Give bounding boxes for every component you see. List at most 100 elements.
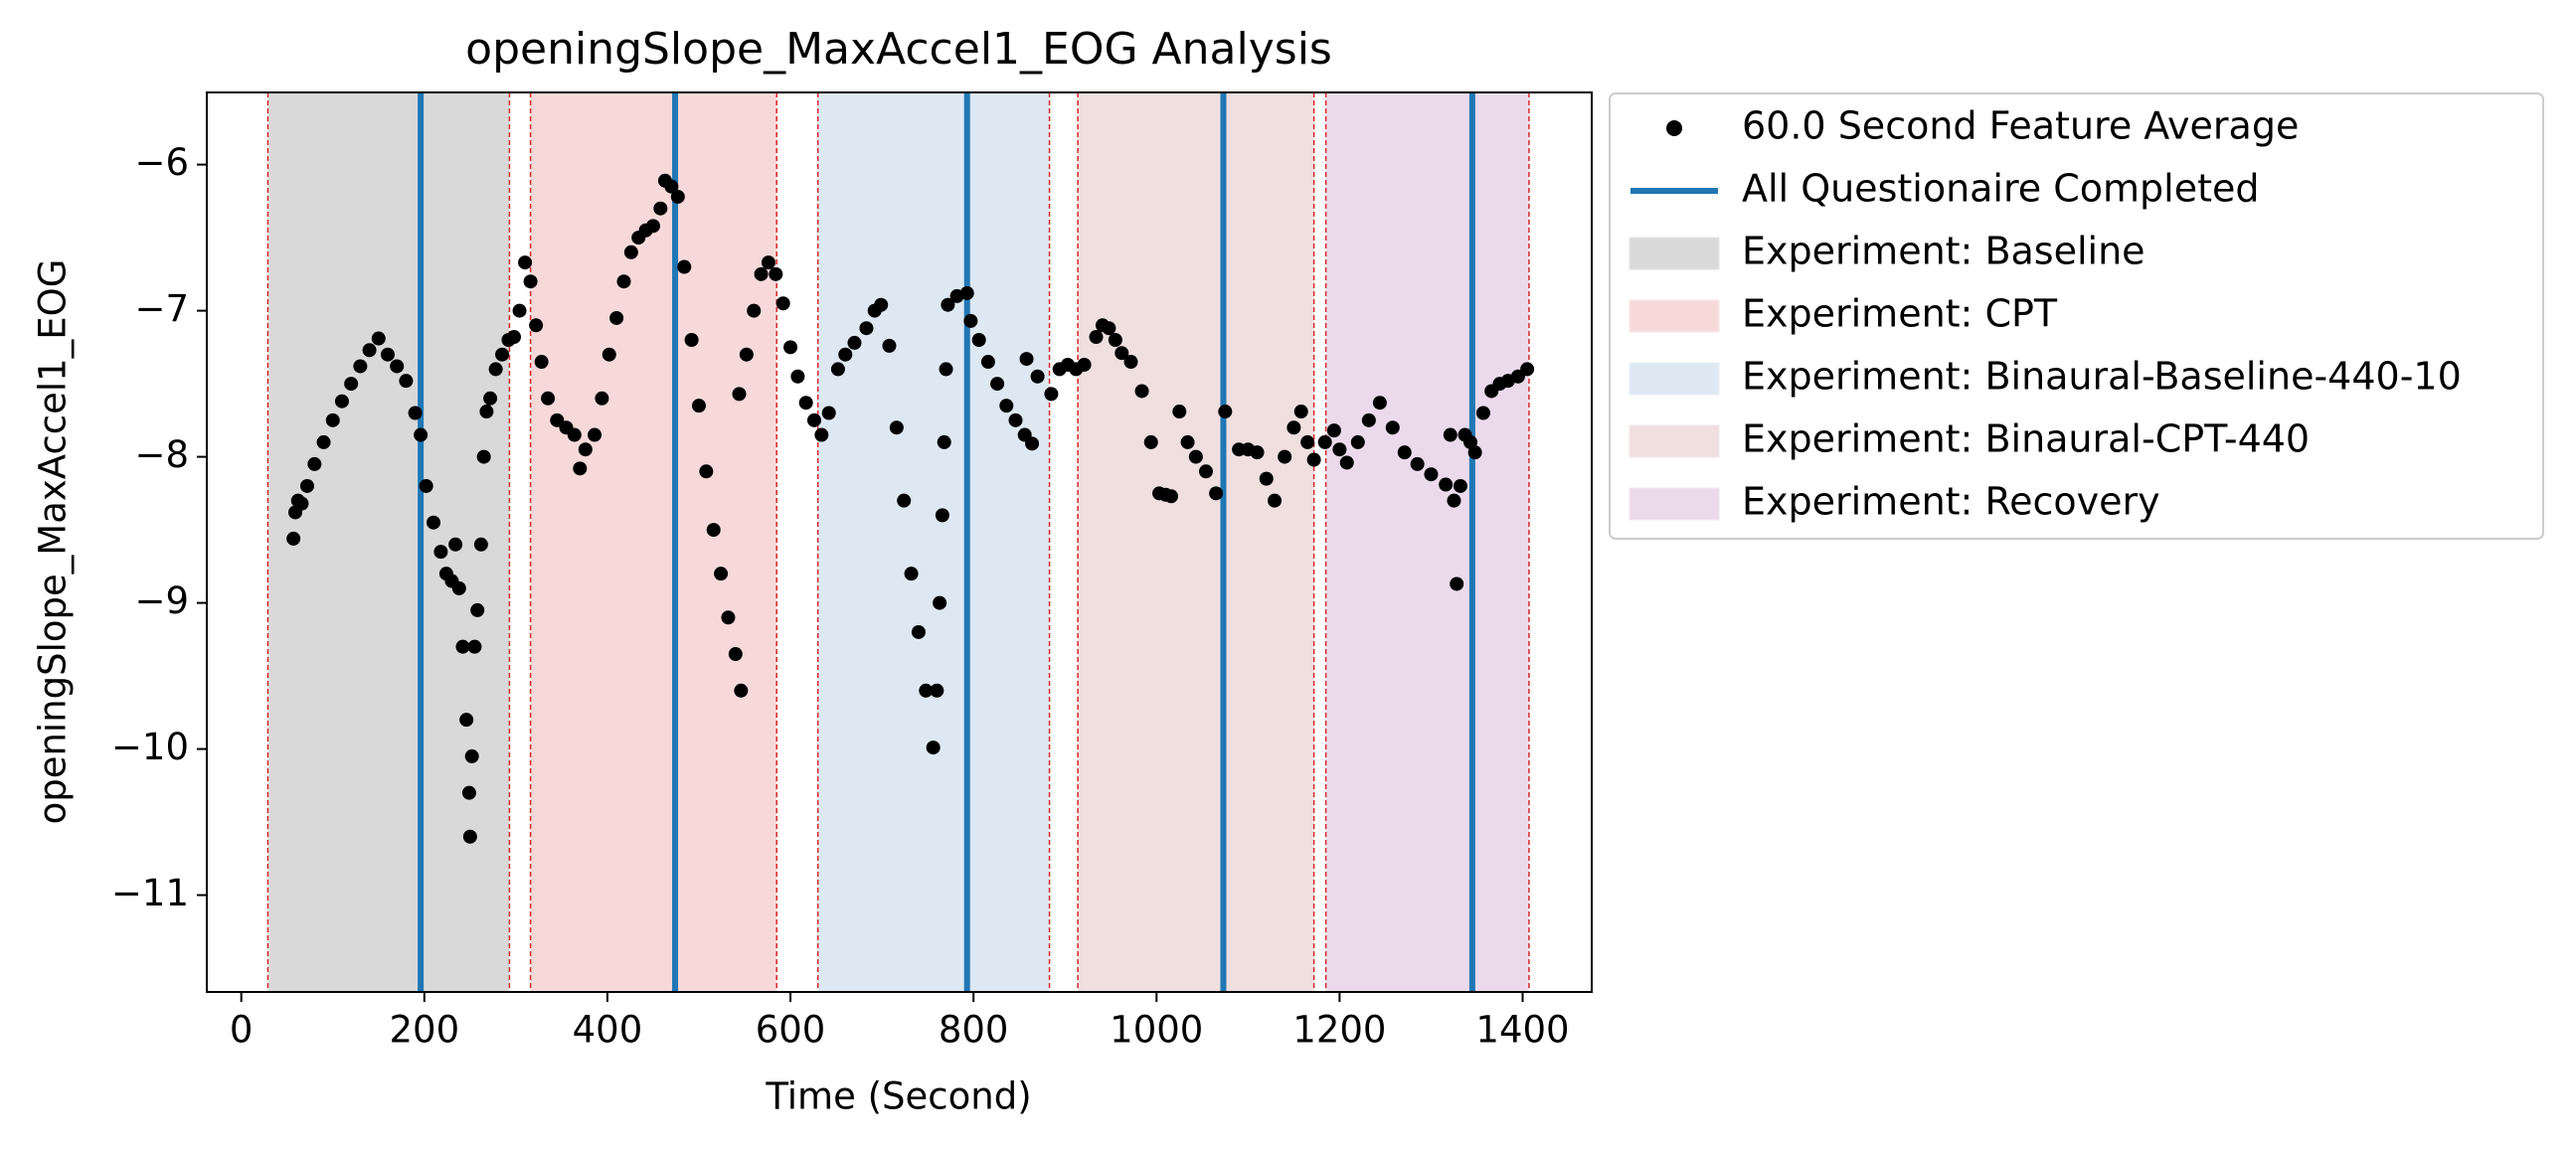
data-point bbox=[1372, 396, 1387, 411]
data-point bbox=[286, 531, 301, 546]
data-point bbox=[518, 255, 533, 270]
data-point bbox=[595, 391, 609, 406]
data-point bbox=[874, 297, 889, 312]
data-point bbox=[344, 377, 359, 392]
data-point bbox=[1293, 405, 1308, 419]
data-point bbox=[859, 321, 874, 336]
data-point bbox=[1475, 406, 1490, 420]
data-point bbox=[578, 442, 593, 457]
x-tick-label: 400 bbox=[573, 1009, 643, 1052]
data-point bbox=[1134, 384, 1149, 399]
data-point bbox=[1450, 576, 1464, 591]
data-point bbox=[476, 449, 491, 464]
data-point bbox=[464, 748, 479, 763]
data-point bbox=[919, 683, 934, 698]
data-point bbox=[1453, 478, 1467, 493]
data-point bbox=[971, 332, 986, 347]
data-point bbox=[798, 396, 813, 411]
data-point bbox=[483, 391, 498, 406]
data-point bbox=[294, 496, 309, 511]
data-point bbox=[1030, 369, 1045, 384]
data-point bbox=[427, 515, 441, 530]
y-tick-label: −6 bbox=[134, 141, 189, 184]
data-point bbox=[990, 377, 1005, 392]
data-point bbox=[754, 266, 769, 281]
legend-text: Experiment: Baseline bbox=[1742, 230, 2146, 273]
data-point bbox=[926, 740, 941, 755]
data-point bbox=[1209, 486, 1224, 501]
data-point bbox=[721, 610, 736, 625]
legend-text: Experiment: Binaural-CPT-440 bbox=[1742, 417, 2310, 461]
data-point bbox=[1350, 434, 1365, 449]
data-point bbox=[1188, 449, 1203, 464]
data-point bbox=[523, 274, 538, 289]
plot-frame bbox=[206, 91, 1593, 993]
region bbox=[530, 92, 777, 992]
data-point bbox=[1123, 355, 1138, 370]
data-point bbox=[1326, 423, 1341, 438]
data-point bbox=[911, 624, 926, 639]
legend-swatch bbox=[1629, 299, 1720, 333]
region bbox=[1325, 92, 1529, 992]
data-point bbox=[334, 394, 349, 409]
data-point bbox=[728, 647, 743, 662]
data-point bbox=[1198, 464, 1213, 479]
data-point bbox=[1250, 445, 1265, 460]
data-point bbox=[1287, 420, 1301, 435]
data-point bbox=[408, 406, 423, 420]
data-point bbox=[882, 338, 897, 353]
data-point bbox=[1278, 449, 1292, 464]
data-point bbox=[1180, 434, 1195, 449]
legend-text: Experiment: Recovery bbox=[1742, 480, 2160, 524]
y-tick-label: −7 bbox=[134, 287, 189, 330]
data-point bbox=[904, 567, 919, 581]
region bbox=[817, 92, 1050, 992]
data-point bbox=[1172, 405, 1187, 419]
data-point bbox=[1385, 420, 1400, 435]
data-point bbox=[380, 347, 395, 362]
data-point bbox=[307, 456, 322, 471]
data-point bbox=[1520, 362, 1535, 377]
legend-swatch bbox=[1629, 237, 1720, 270]
data-point bbox=[507, 330, 522, 345]
data-point bbox=[609, 310, 624, 325]
data-point bbox=[941, 297, 955, 312]
data-point bbox=[1108, 332, 1122, 347]
legend-swatch bbox=[1629, 487, 1720, 521]
chart-title: openingSlope_MaxAccel1_EOG Analysis bbox=[465, 24, 1332, 75]
data-point bbox=[761, 255, 775, 270]
data-point bbox=[461, 785, 476, 800]
data-point bbox=[1300, 434, 1315, 449]
data-point bbox=[1089, 330, 1104, 345]
data-point bbox=[390, 359, 405, 374]
data-point bbox=[451, 580, 466, 595]
data-point bbox=[1410, 456, 1425, 471]
data-point bbox=[1102, 321, 1116, 336]
data-point bbox=[645, 219, 660, 234]
data-point bbox=[601, 347, 616, 362]
y-axis-label: openingSlope_MaxAccel1_EOG bbox=[32, 259, 75, 825]
data-point bbox=[1443, 427, 1458, 442]
region bbox=[1078, 92, 1314, 992]
legend-marker bbox=[1666, 120, 1682, 136]
data-point bbox=[714, 567, 729, 581]
data-point bbox=[699, 464, 714, 479]
data-point bbox=[732, 387, 747, 402]
data-point bbox=[1439, 477, 1454, 492]
data-point bbox=[616, 274, 631, 289]
data-point bbox=[1077, 357, 1092, 372]
data-point bbox=[734, 683, 749, 698]
data-point bbox=[1467, 445, 1482, 460]
data-point bbox=[847, 335, 862, 350]
data-point bbox=[814, 427, 829, 442]
x-axis-label: Time (Second) bbox=[765, 1075, 1031, 1118]
data-point bbox=[414, 427, 429, 442]
data-point bbox=[980, 355, 995, 370]
data-point bbox=[747, 303, 762, 318]
data-point bbox=[462, 829, 477, 844]
data-point bbox=[959, 285, 974, 300]
data-point bbox=[889, 420, 904, 435]
data-point bbox=[1268, 493, 1283, 508]
data-point bbox=[325, 412, 340, 427]
data-point bbox=[473, 537, 488, 552]
